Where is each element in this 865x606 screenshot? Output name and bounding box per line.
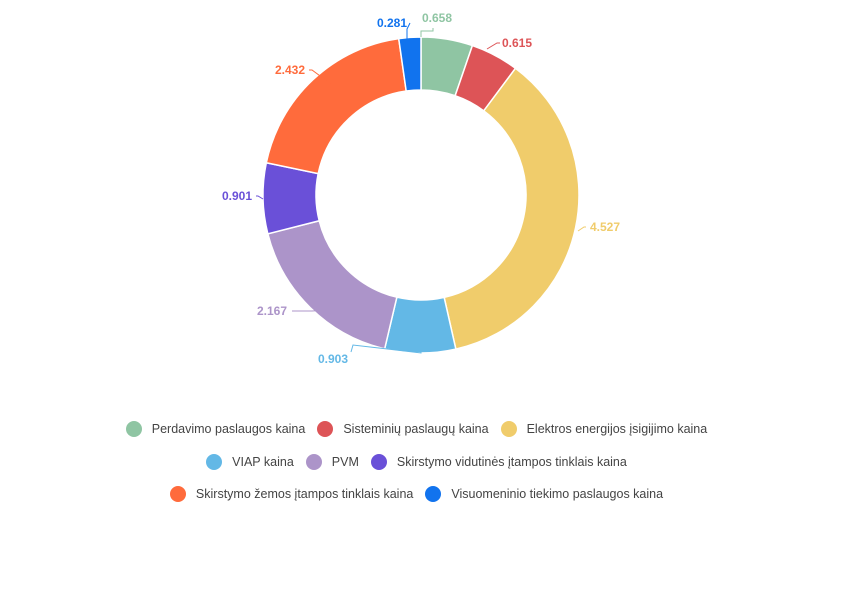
data-label: 0.658 xyxy=(422,11,452,25)
legend-swatch xyxy=(305,453,322,470)
donut-slice[interactable] xyxy=(266,219,398,350)
donut-slice[interactable] xyxy=(443,67,580,351)
legend-row: Perdavimo paslaugos kaina Sisteminių pas… xyxy=(120,413,713,446)
legend-label: VIAP kaina xyxy=(232,454,294,469)
legend-label: Visuomeninio tiekimo paslaugos kaina xyxy=(451,487,664,502)
label-leader-line xyxy=(577,226,586,232)
legend-label: Elektros energijos įsigijimo kaina xyxy=(526,422,708,437)
legend-item-elektros[interactable]: Elektros energijos įsigijimo kaina xyxy=(500,421,708,438)
donut-slice[interactable] xyxy=(397,36,422,92)
legend-item-pvm[interactable]: PVM xyxy=(305,453,359,470)
data-labels: 0.658 0.615 4.527 0.903 2.167 0.901 2.432 0.281 xyxy=(222,11,620,366)
donut-slice[interactable] xyxy=(265,37,408,175)
legend-item-viap[interactable]: VIAP kaina xyxy=(206,453,294,470)
legend-row: Skirstymo žemos įtampos tinklais kaina V… xyxy=(164,478,669,511)
label-leader-line xyxy=(406,22,411,39)
legend-label: Skirstymo vidutinės įtampos tinklais kai… xyxy=(396,454,627,469)
legend-swatch xyxy=(169,486,186,503)
legend-item-sisteminiu[interactable]: Sisteminių paslaugų kaina xyxy=(317,421,489,438)
data-label: 0.281 xyxy=(377,16,407,30)
data-label: 2.432 xyxy=(275,63,305,77)
data-label: 0.903 xyxy=(318,352,348,366)
legend-row: VIAP kaina PVM Skirstymo vidutinės įtamp… xyxy=(200,446,633,479)
legend-item-perdavimo[interactable]: Perdavimo paslaugos kaina xyxy=(125,421,306,438)
label-leader-line xyxy=(256,195,264,200)
legend-swatch xyxy=(317,421,334,438)
label-leader-line xyxy=(292,309,329,312)
legend-swatch xyxy=(500,421,517,438)
legend-swatch xyxy=(370,453,387,470)
label-leader-line xyxy=(486,42,500,50)
legend-swatch xyxy=(206,453,223,470)
legend-item-skirstymo-zemos[interactable]: Skirstymo žemos įtampos tinklais kaina xyxy=(169,486,414,503)
legend-item-visuomeninio[interactable]: Visuomeninio tiekimo paslaugos kaina xyxy=(425,486,664,503)
legend-item-skirstymo-vidutines[interactable]: Skirstymo vidutinės įtampos tinklais kai… xyxy=(370,453,627,470)
label-leader-line xyxy=(420,28,434,37)
label-leader-line xyxy=(350,344,422,354)
label-leader-line xyxy=(309,69,332,85)
donut-slice[interactable] xyxy=(262,161,321,235)
donut-slices xyxy=(262,36,580,354)
data-label: 2.167 xyxy=(257,304,287,318)
legend-swatch xyxy=(125,421,142,438)
data-label: 0.615 xyxy=(502,36,532,50)
legend-swatch xyxy=(425,486,442,503)
data-label: 0.901 xyxy=(222,189,252,203)
legend-label: Sisteminių paslaugų kaina xyxy=(343,422,489,437)
legend-label: PVM xyxy=(331,454,359,469)
legend-label: Perdavimo paslaugos kaina xyxy=(151,422,306,437)
label-leader-lines xyxy=(256,22,586,354)
data-label: 4.527 xyxy=(590,220,620,234)
chart-legend: Perdavimo paslaugos kaina Sisteminių pas… xyxy=(0,413,833,511)
legend-label: Skirstymo žemos įtampos tinklais kaina xyxy=(195,487,414,502)
